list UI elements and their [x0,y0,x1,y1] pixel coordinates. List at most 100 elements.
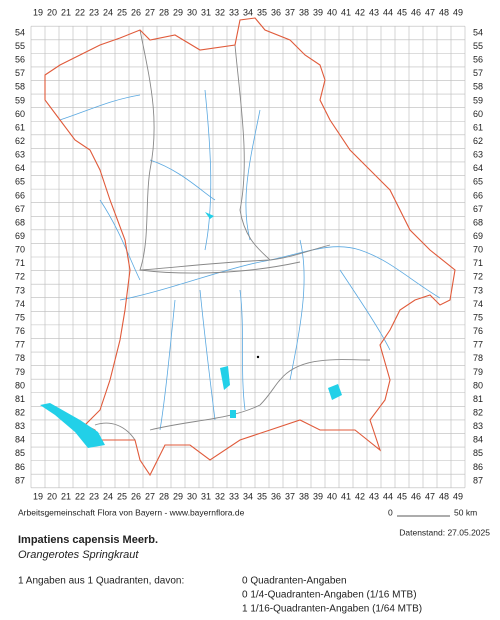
column-label: 40 [327,491,337,501]
row-label: 87 [473,475,483,485]
lake [40,212,342,448]
row-label: 78 [473,353,483,363]
scientific-name: Impatiens capensis Meerb. [18,534,158,546]
row-label: 69 [473,231,483,241]
column-label: 44 [383,491,393,501]
row-label: 80 [15,380,25,390]
column-label: 26 [131,491,141,501]
row-label: 61 [473,122,483,132]
column-label: 45 [397,491,407,501]
column-label: 48 [439,491,449,501]
row-label: 56 [473,55,483,65]
column-label: 20 [47,491,57,501]
column-label: 22 [75,491,85,501]
row-label: 65 [473,177,483,187]
row-label: 54 [15,27,25,37]
row-label: 83 [473,421,483,431]
row-label: 55 [15,41,25,51]
district-border [94,29,371,441]
column-label: 43 [369,491,379,501]
grid [30,25,466,489]
summary-line: 1 1/16-Quadranten-Angaben (1/64 MTB) [242,604,422,615]
row-label: 84 [15,435,25,445]
row-label: 72 [15,272,25,282]
row-label: 70 [15,245,25,255]
column-label: 47 [425,491,435,501]
row-label: 71 [473,258,483,268]
row-label: 81 [473,394,483,404]
row-label: 79 [15,367,25,377]
column-label: 28 [159,491,169,501]
row-label: 87 [15,475,25,485]
column-label: 36 [271,7,281,17]
column-label: 28 [159,7,169,17]
column-label: 22 [75,7,85,17]
column-label: 38 [299,491,309,501]
row-label: 59 [473,95,483,105]
column-label: 42 [355,7,365,17]
column-label: 49 [453,7,463,17]
column-label: 25 [117,7,127,17]
row-label: 64 [473,163,483,173]
column-label: 43 [369,7,379,17]
row-label: 86 [15,462,25,472]
column-label: 25 [117,491,127,501]
row-label: 62 [15,136,25,146]
column-label: 26 [131,7,141,17]
row-label: 58 [15,82,25,92]
column-label: 31 [201,491,211,501]
column-label: 32 [215,7,225,17]
column-label: 40 [327,7,337,17]
row-label: 85 [473,448,483,458]
row-label: 81 [15,394,25,404]
row-label: 63 [15,150,25,160]
row-label: 73 [15,285,25,295]
summary-line: 0 1/4-Quadranten-Angaben (1/16 MTB) [242,590,417,601]
row-label: 84 [473,435,483,445]
row-label: 61 [15,122,25,132]
river [59,89,441,431]
summary-total: 1 Angaben aus 1 Quadranten, davon: [18,576,184,587]
column-label: 19 [33,7,43,17]
column-label: 23 [89,491,99,501]
column-label: 30 [187,491,197,501]
column-label: 33 [229,7,239,17]
row-label: 82 [473,407,483,417]
row-label: 63 [473,150,483,160]
row-label: 66 [15,190,25,200]
column-label: 37 [285,7,295,17]
column-label: 35 [257,7,267,17]
date: Datenstand: 27.05.2025 [399,527,490,537]
row-label: 86 [473,462,483,472]
row-label: 76 [15,326,25,336]
column-label: 30 [187,7,197,17]
column-label: 34 [243,7,253,17]
column-label: 33 [229,491,239,501]
column-label: 29 [173,7,183,17]
row-label: 73 [473,285,483,295]
row-label: 57 [15,68,25,78]
column-label: 49 [453,491,463,501]
row-label: 58 [473,82,483,92]
column-label: 24 [103,7,113,17]
source: Arbeitsgemeinschaft Flora von Bayern - w… [18,507,245,517]
column-label: 39 [313,491,323,501]
column-label: 23 [89,7,99,17]
row-label: 77 [15,340,25,350]
column-label: 46 [411,491,421,501]
row-label: 60 [15,109,25,119]
column-label: 31 [201,7,211,17]
column-label: 21 [61,491,71,501]
column-label: 45 [397,7,407,17]
column-label: 35 [257,491,267,501]
column-label: 27 [145,7,155,17]
record-dot [256,355,260,359]
row-label: 67 [15,204,25,214]
row-label: 65 [15,177,25,187]
row-label: 60 [473,109,483,119]
row-label: 75 [15,312,25,322]
row-label: 74 [473,299,483,309]
row-label: 69 [15,231,25,241]
